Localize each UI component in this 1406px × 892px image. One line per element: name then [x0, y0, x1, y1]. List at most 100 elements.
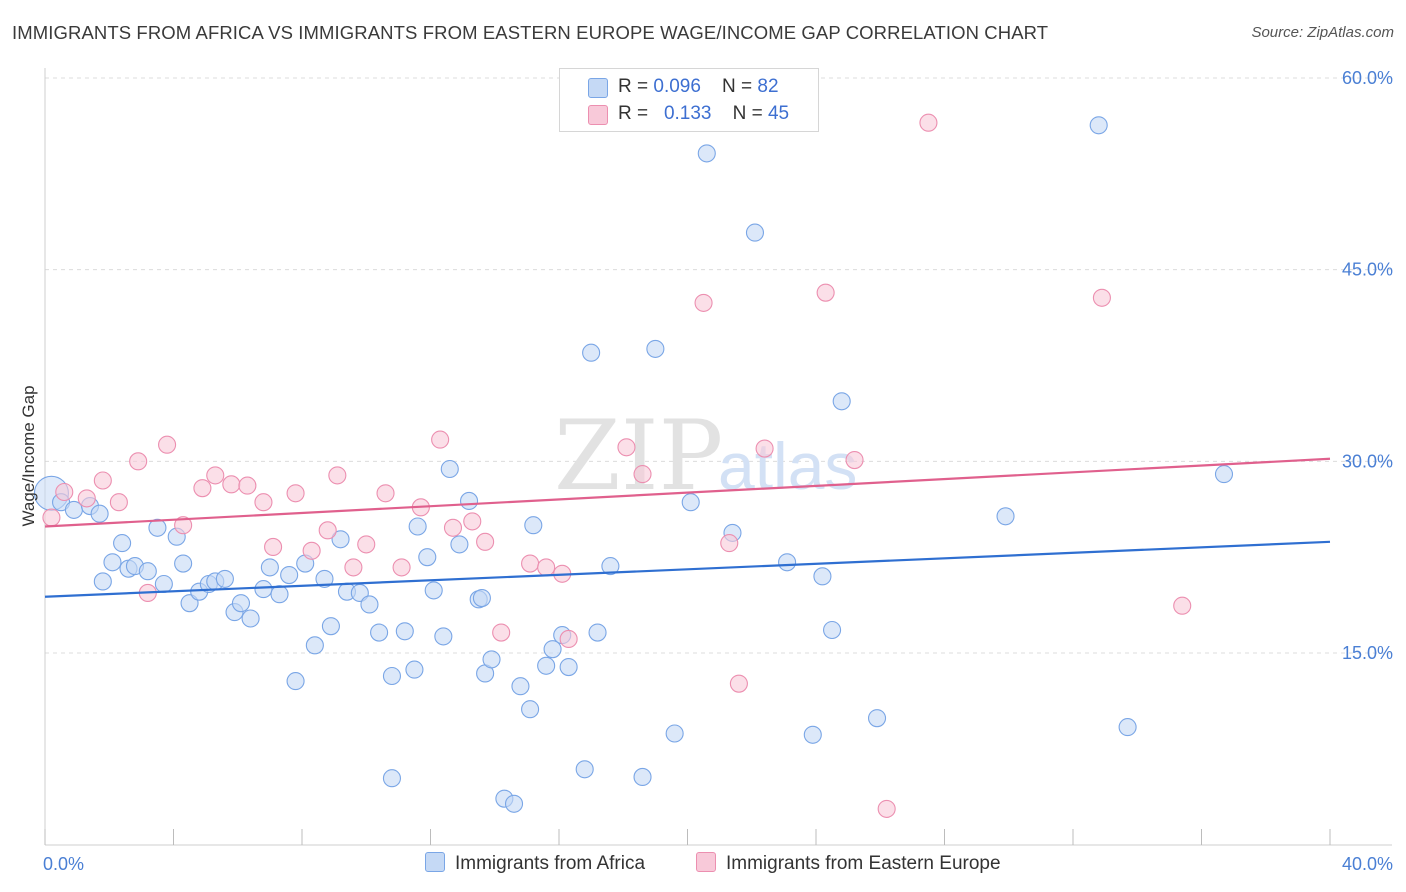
point-eastern-europe: [392, 558, 411, 577]
point-africa: [254, 580, 273, 599]
point-eastern-europe: [443, 518, 463, 537]
point-africa: [582, 343, 601, 362]
point-africa: [537, 656, 556, 675]
point-eastern-europe: [302, 541, 321, 560]
bottom-legend-africa: Immigrants from Africa: [425, 852, 645, 875]
legend-r-label: R =: [618, 103, 654, 124]
point-africa: [559, 658, 578, 677]
bottom-legend-eastern-europe: Immigrants from Eastern Europe: [696, 852, 1001, 875]
point-eastern-europe: [357, 535, 376, 554]
point-africa: [138, 562, 157, 581]
point-eastern-europe: [476, 532, 495, 551]
point-eastern-europe: [318, 521, 337, 540]
point-eastern-europe: [193, 479, 212, 498]
legend-r-value: 0.133: [663, 103, 712, 124]
point-africa: [331, 530, 350, 549]
point-eastern-europe: [286, 484, 305, 503]
point-africa: [260, 558, 279, 577]
point-africa: [521, 700, 540, 719]
legend-n-value: 82: [757, 76, 779, 97]
point-africa: [286, 672, 305, 691]
point-africa: [154, 574, 173, 594]
point-eastern-europe: [328, 466, 347, 485]
point-eastern-europe: [877, 799, 896, 818]
point-africa: [745, 223, 765, 242]
x-tick-label: 0.0%: [43, 854, 84, 874]
point-africa: [370, 623, 389, 642]
point-eastern-europe: [206, 466, 225, 485]
point-africa: [697, 144, 716, 163]
point-africa: [1118, 718, 1137, 737]
point-eastern-europe: [1092, 288, 1111, 307]
point-africa: [241, 609, 260, 628]
y-tick-label: 30.0%: [1342, 451, 1393, 471]
legend-swatch-eastern-europe: [588, 105, 608, 125]
point-africa: [504, 794, 524, 813]
trend-lines: [44, 457, 1331, 598]
point-africa: [305, 636, 324, 655]
point-africa: [382, 666, 402, 686]
chart-title: IMMIGRANTS FROM AFRICA VS IMMIGRANTS FRO…: [12, 22, 1049, 43]
point-africa: [405, 660, 424, 679]
point-eastern-europe: [720, 534, 739, 553]
point-africa: [575, 760, 594, 779]
point-eastern-europe: [492, 623, 511, 642]
source-label: Source: ZipAtlas.com: [1251, 24, 1394, 41]
point-africa: [113, 534, 132, 553]
point-africa: [231, 594, 251, 613]
point-africa: [803, 725, 822, 744]
point-eastern-europe: [559, 629, 578, 648]
point-africa: [440, 459, 459, 479]
point-africa: [823, 620, 842, 640]
point-africa: [472, 589, 491, 608]
point-africa: [601, 557, 620, 576]
point-eastern-europe: [431, 430, 450, 449]
legend-n-label: N =: [722, 76, 758, 97]
point-eastern-europe: [222, 475, 241, 494]
point-africa: [93, 572, 112, 591]
trend-line-africa: [44, 540, 1331, 598]
point-africa: [408, 517, 427, 536]
trend-line-eastern-europe: [44, 457, 1331, 528]
legend-label-eastern-europe: R = 0.133 N = 45: [618, 103, 789, 125]
y-tick-label: 60.0%: [1342, 68, 1393, 88]
y-tick-label: 45.0%: [1342, 260, 1393, 280]
point-africa: [395, 622, 414, 641]
point-eastern-europe: [264, 537, 283, 556]
point-africa: [778, 553, 797, 572]
point-eastern-europe: [694, 293, 713, 312]
legend-n-label: N =: [732, 103, 768, 124]
point-eastern-europe: [816, 283, 835, 302]
point-africa: [813, 567, 832, 586]
point-eastern-europe: [254, 493, 273, 512]
point-eastern-europe: [755, 439, 774, 458]
point-eastern-europe: [42, 508, 61, 527]
point-africa: [103, 553, 122, 572]
point-eastern-europe: [93, 471, 112, 490]
x-tick-label: 40.0%: [1342, 854, 1393, 874]
point-africa: [1089, 116, 1108, 135]
point-africa: [270, 585, 289, 604]
bottom-legend-swatch-eastern-europe: [696, 852, 716, 872]
point-eastern-europe: [129, 452, 148, 471]
point-eastern-europe: [845, 451, 864, 470]
point-eastern-europe: [174, 516, 193, 535]
point-eastern-europe: [109, 493, 128, 512]
point-eastern-europe: [919, 113, 938, 132]
point-eastern-europe: [77, 489, 96, 508]
point-africa: [424, 581, 443, 600]
point-eastern-europe: [729, 674, 748, 693]
point-africa: [450, 535, 469, 554]
point-africa: [588, 623, 607, 642]
y-tick-label: 15.0%: [1342, 643, 1393, 663]
point-africa: [434, 627, 453, 646]
point-eastern-europe: [344, 558, 363, 577]
point-africa: [665, 724, 684, 743]
legend-n-value: 45: [767, 103, 790, 124]
point-africa: [524, 516, 543, 535]
legend-r-value: 0.096: [653, 76, 701, 97]
point-eastern-europe: [521, 554, 540, 573]
point-africa: [646, 339, 665, 358]
point-africa: [1214, 465, 1234, 484]
